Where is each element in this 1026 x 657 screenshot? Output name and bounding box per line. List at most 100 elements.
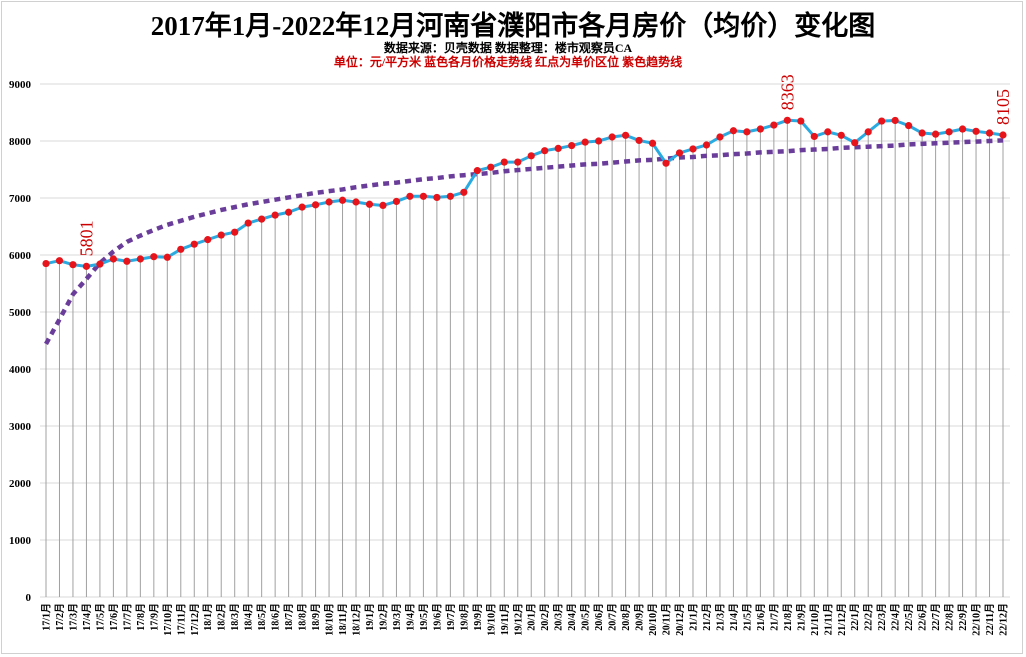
y-tick-label: 9000 bbox=[9, 79, 32, 91]
x-tick-label: 19/12月 bbox=[512, 603, 524, 636]
data-point-marker bbox=[851, 139, 859, 147]
data-point-marker bbox=[743, 128, 751, 136]
data-point-marker bbox=[595, 137, 603, 145]
data-point-marker bbox=[891, 116, 899, 125]
x-tick-label: 21/10月 bbox=[809, 603, 821, 636]
value-annotation: 8363 bbox=[777, 74, 797, 110]
data-point-marker bbox=[527, 152, 535, 160]
data-point-marker bbox=[136, 255, 144, 263]
x-tick-label: 17/3月 bbox=[67, 603, 79, 631]
data-point-marker bbox=[190, 240, 198, 248]
y-tick-label: 1000 bbox=[9, 535, 32, 547]
x-tick-label: 21/2月 bbox=[701, 603, 713, 631]
y-axis: 0 1000 2000 3000 4000 5000 6000 7000 8000 9000 bbox=[9, 79, 32, 604]
data-point-marker bbox=[662, 159, 670, 167]
x-tick-label: 19/9月 bbox=[472, 603, 484, 631]
x-tick-label: 22/1月 bbox=[849, 603, 861, 631]
y-tick-label: 2000 bbox=[9, 478, 32, 490]
data-point-marker bbox=[729, 127, 738, 135]
x-tick-label: 20/6月 bbox=[593, 603, 605, 631]
data-point-marker bbox=[878, 117, 886, 125]
x-tick-label: 22/5月 bbox=[903, 603, 915, 631]
x-tick-label: 17/4月 bbox=[81, 603, 93, 631]
data-point-marker bbox=[675, 149, 684, 157]
data-point-marker bbox=[271, 211, 279, 219]
x-tick-label: 21/7月 bbox=[768, 603, 780, 631]
x-tick-label: 22/7月 bbox=[930, 603, 942, 631]
data-point-marker bbox=[824, 128, 832, 136]
y-tick-label: 6000 bbox=[9, 250, 32, 262]
x-tick-label: 19/6月 bbox=[431, 603, 443, 631]
data-point-marker bbox=[541, 147, 549, 155]
x-tick-label: 20/11月 bbox=[661, 603, 673, 635]
chart-subtitle: 数据来源：贝壳数据 数据整理：楼市观察员CA bbox=[383, 41, 633, 55]
data-point-marker bbox=[958, 125, 967, 133]
value-annotation: 8105 bbox=[993, 89, 1013, 125]
x-tick-label: 17/2月 bbox=[54, 603, 66, 631]
data-point-marker bbox=[487, 163, 495, 171]
x-tick-label: 18/8月 bbox=[297, 603, 309, 631]
x-tick-label: 18/12月 bbox=[351, 603, 363, 636]
data-point-marker bbox=[945, 128, 953, 136]
data-point-marker bbox=[554, 144, 562, 153]
x-tick-label: 19/7月 bbox=[445, 603, 457, 631]
x-tick-label: 22/12月 bbox=[998, 603, 1010, 636]
x-tick-label: 22/8月 bbox=[944, 603, 956, 631]
data-point-marker bbox=[446, 192, 454, 200]
data-point-marker bbox=[810, 132, 818, 141]
data-point-marker bbox=[932, 130, 940, 138]
x-tick-label: 22/2月 bbox=[863, 603, 875, 631]
data-point-marker bbox=[163, 253, 171, 261]
x-tick-label: 18/4月 bbox=[243, 603, 255, 631]
data-point-marker bbox=[217, 231, 225, 239]
x-tick-label: 17/8月 bbox=[135, 603, 147, 631]
data-point-marker bbox=[689, 145, 697, 153]
x-tick-label: 22/11月 bbox=[984, 603, 996, 635]
x-tick-label: 20/2月 bbox=[539, 603, 551, 631]
x-tick-label: 18/3月 bbox=[229, 603, 241, 631]
data-point-marker bbox=[608, 133, 616, 141]
data-point-marker bbox=[756, 125, 764, 133]
data-point-marker bbox=[325, 198, 333, 206]
x-tick-label: 18/11月 bbox=[337, 603, 349, 635]
y-tick-label: 3000 bbox=[9, 421, 32, 433]
x-tick-label: 19/1月 bbox=[364, 603, 376, 631]
data-point-marker bbox=[298, 203, 306, 211]
data-point-marker bbox=[379, 201, 387, 210]
x-tick-label: 19/3月 bbox=[391, 603, 403, 631]
x-tick-label: 18/1月 bbox=[202, 603, 214, 631]
data-point-marker bbox=[406, 192, 414, 200]
data-point-marker bbox=[972, 127, 980, 135]
data-point-marker bbox=[621, 131, 630, 139]
data-point-marker bbox=[204, 236, 212, 244]
data-point-marker bbox=[96, 260, 104, 268]
x-tick-label: 18/9月 bbox=[310, 603, 322, 631]
x-tick-label: 19/8月 bbox=[458, 603, 470, 631]
x-tick-label: 20/9月 bbox=[634, 603, 646, 631]
annotations: 5801 8363 8105 bbox=[76, 74, 1013, 256]
data-point-marker bbox=[473, 167, 481, 175]
price-markers bbox=[42, 116, 1007, 270]
data-point-marker bbox=[352, 198, 360, 206]
x-tick-label: 17/10月 bbox=[162, 603, 174, 636]
chart-title: 2017年1月-2022年12月河南省濮阳市各月房价（均价）变化图 bbox=[150, 11, 876, 41]
data-point-marker bbox=[985, 129, 994, 137]
data-point-marker bbox=[999, 131, 1007, 139]
x-tick-label: 21/1月 bbox=[687, 603, 699, 631]
value-annotation: 5801 bbox=[76, 220, 96, 256]
data-point-marker bbox=[864, 128, 872, 136]
x-tick-label: 21/8月 bbox=[782, 603, 794, 631]
x-tick-label: 19/2月 bbox=[377, 603, 389, 631]
x-tick-label: 19/4月 bbox=[404, 603, 416, 631]
trend-line bbox=[44, 138, 1004, 346]
y-tick-label: 5000 bbox=[9, 307, 32, 319]
data-point-marker bbox=[392, 197, 401, 206]
x-tick-label: 18/5月 bbox=[256, 603, 268, 631]
y-tick-label: 4000 bbox=[9, 364, 32, 376]
data-point-marker bbox=[419, 192, 428, 200]
data-point-marker bbox=[231, 228, 239, 236]
x-tick-label: 20/7月 bbox=[607, 603, 619, 631]
x-tick-label: 21/5月 bbox=[741, 603, 753, 631]
